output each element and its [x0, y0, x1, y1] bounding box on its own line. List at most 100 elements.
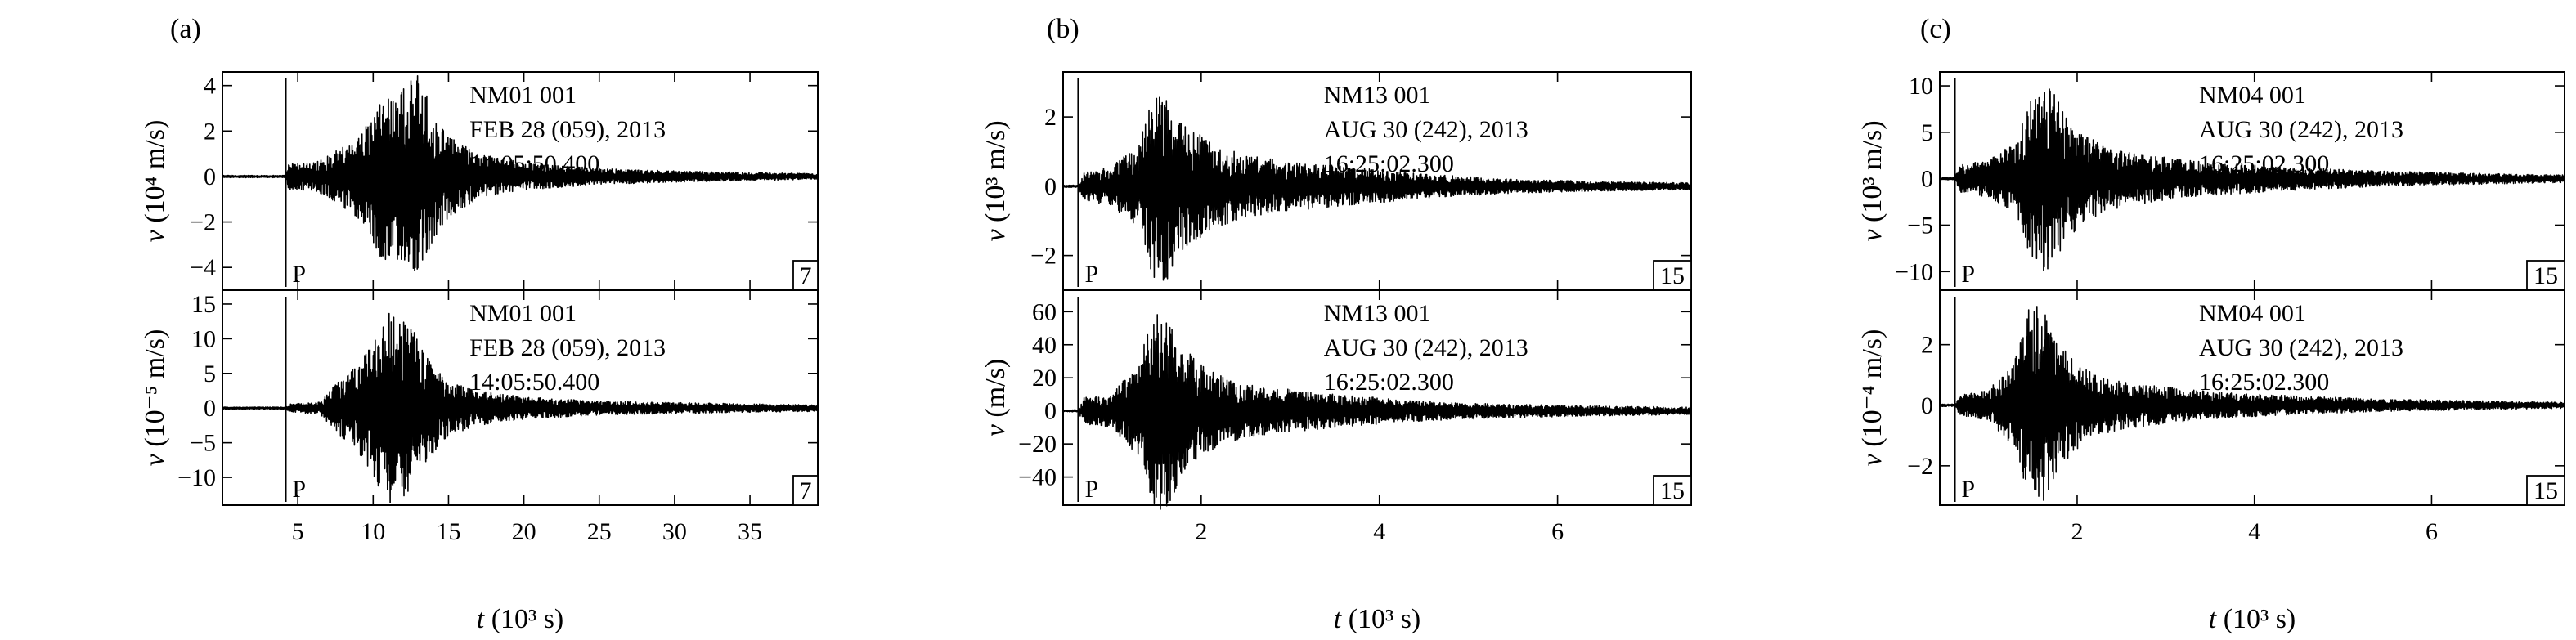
annotation-time: 16:25:02.300	[1324, 150, 1454, 177]
x-tick-label: 25	[587, 518, 612, 545]
y-axis-title: v (10³ m/s)	[1857, 120, 1887, 241]
x-axis-title: t (10³ s)	[477, 604, 564, 634]
x-axis-symbol: t	[1334, 604, 1343, 634]
y-axis-unit: (10³ m/s)	[1857, 120, 1887, 222]
y-axis-symbol: v	[981, 423, 1011, 436]
y-tick-label: 2	[1921, 332, 1933, 359]
y-axis-symbol: v	[1857, 453, 1887, 466]
x-tick-label: 30	[662, 518, 687, 545]
seismic-trace	[1939, 306, 2565, 501]
p-arrival-label: P	[1085, 476, 1099, 503]
y-axis-space	[140, 447, 170, 454]
annotation-date: FEB 28 (059), 2013	[469, 116, 666, 143]
y-tick-label: 5	[1921, 119, 1933, 146]
x-axis-unit: (10³ s)	[1349, 604, 1421, 634]
p-arrival-label: P	[1961, 476, 1975, 503]
y-tick-label: 20	[1032, 365, 1057, 392]
y-axis-space	[981, 418, 1011, 425]
y-axis-space	[981, 222, 1011, 230]
y-axis-unit: (10³ m/s)	[981, 120, 1011, 222]
p-arrival-label: P	[292, 261, 306, 288]
panel-c: (c) −10 −5 0 5 10 v (10³ m/s) P NM04 001 AUG 30 (…	[1857, 14, 2565, 634]
annotation-time: 16:25:02.300	[2199, 369, 2329, 396]
x-tick-label: 4	[2248, 518, 2260, 545]
plot-frame	[1062, 289, 1692, 506]
y-tick-label: −2	[190, 209, 216, 236]
y-axis-title: v (10⁻⁴ m/s)	[1857, 329, 1887, 467]
y-tick-label: 60	[1032, 298, 1057, 325]
x-tick-label: 2	[2071, 518, 2083, 545]
y-tick-label: 0	[204, 163, 216, 190]
annotation-time: 16:25:02.300	[1324, 369, 1454, 396]
x-tick-label: 20	[512, 518, 536, 545]
y-axis-title: v (10⁴ m/s)	[140, 120, 170, 243]
station-box-label: 15	[1660, 477, 1685, 504]
y-tick-label: −5	[1907, 212, 1933, 239]
y-axis-symbol: v	[140, 229, 170, 242]
y-axis-unit: (10⁻⁴ m/s)	[1857, 329, 1887, 447]
x-tick-label: 10	[361, 518, 385, 545]
y-tick-label: 0	[1921, 166, 1933, 193]
station-box	[2526, 260, 2565, 291]
y-tick-label: −10	[1895, 258, 1933, 285]
y-tick-label: 0	[1044, 398, 1057, 425]
x-axis-unit: (10³ s)	[491, 604, 564, 634]
x-axis-title: t (10³ s)	[2209, 604, 2296, 634]
y-tick-label: 10	[191, 325, 216, 352]
y-tick-label: 0	[1044, 173, 1057, 200]
annotation-date: AUG 30 (242), 2013	[2199, 334, 2403, 361]
y-axis-title: v (10³ m/s)	[981, 120, 1011, 241]
annotation-station: NM04 001	[2199, 82, 2306, 109]
y-axis-title: v (10⁻⁵ m/s)	[140, 329, 170, 467]
annotation-station: NM01 001	[469, 300, 577, 327]
x-tick-label: 15	[436, 518, 460, 545]
subplot-bottom: −2 0 2 v (10⁻⁴ m/s) P NM04 001 AUG 30 (242), 2…	[1857, 289, 2565, 506]
panel-letter: (c)	[1920, 14, 1951, 44]
station-box	[1653, 475, 1692, 506]
y-tick-label: 0	[204, 395, 216, 422]
x-axis-unit: (10³ s)	[2224, 604, 2296, 634]
subplot-top: −4 −2 0 2 4 v (10⁴ m/s) P NM01 001 FEB 28 (059),…	[140, 71, 819, 291]
annotation-time: 14:05:50.400	[469, 150, 599, 177]
annotation-station: NM13 001	[1324, 300, 1431, 327]
subplot-bottom: −10 −5 0 5 10 15 v (10⁻⁵ m/s) P NM01 001 FEB 28 (…	[140, 289, 819, 506]
y-axis-space	[1857, 447, 1887, 454]
plot-frame	[1939, 289, 2565, 506]
x-tick-label: 6	[2426, 518, 2438, 545]
y-tick-label: 2	[1044, 104, 1057, 131]
y-tick-label: 10	[1909, 73, 1933, 100]
seismic-trace	[1062, 96, 1692, 281]
y-tick-label: −5	[190, 430, 216, 457]
y-axis-title: v (m/s)	[981, 359, 1011, 436]
subplot-top: −10 −5 0 5 10 v (10³ m/s) P NM04 001 AUG 30 (242…	[1857, 71, 2565, 291]
x-tick-label: 6	[1551, 518, 1564, 545]
station-box-label: 15	[2533, 477, 2558, 504]
y-tick-label: 2	[204, 118, 216, 145]
subplot-top: −2 0 2 v (10³ m/s) P NM13 001 AUG 30 (242), 20…	[981, 71, 1692, 291]
station-box	[2526, 475, 2565, 506]
y-axis-unit: (m/s)	[981, 359, 1011, 418]
annotation-date: AUG 30 (242), 2013	[1324, 334, 1528, 361]
y-axis-unit: (10⁴ m/s)	[140, 120, 170, 223]
annotation-date: AUG 30 (242), 2013	[2199, 116, 2403, 143]
x-tick-label: 2	[1195, 518, 1207, 545]
station-box-label: 7	[800, 477, 812, 504]
station-box	[792, 475, 819, 506]
annotation-station: NM01 001	[469, 82, 577, 109]
y-tick-label: −40	[1018, 464, 1057, 491]
x-tick-label: 4	[1373, 518, 1385, 545]
p-arrival-label: P	[292, 476, 306, 503]
p-arrival-label: P	[1961, 261, 1975, 288]
panel-a: (a) −4 −2 0 2 4 v (10⁴ m/s) P NM01 001 FEB 28 (05…	[140, 14, 819, 634]
x-axis-symbol: t	[477, 604, 486, 634]
y-tick-label: 15	[191, 291, 216, 318]
seismic-trace	[222, 312, 819, 503]
station-box-label: 15	[1660, 262, 1685, 289]
y-tick-label: −20	[1018, 431, 1057, 458]
station-box-label: 7	[800, 262, 812, 289]
y-tick-label: −2	[1907, 453, 1933, 480]
seismic-trace	[1939, 88, 2565, 271]
y-tick-label: 0	[1921, 392, 1933, 419]
x-axis-title: t (10³ s)	[1334, 604, 1421, 634]
p-arrival-label: P	[1085, 261, 1099, 288]
